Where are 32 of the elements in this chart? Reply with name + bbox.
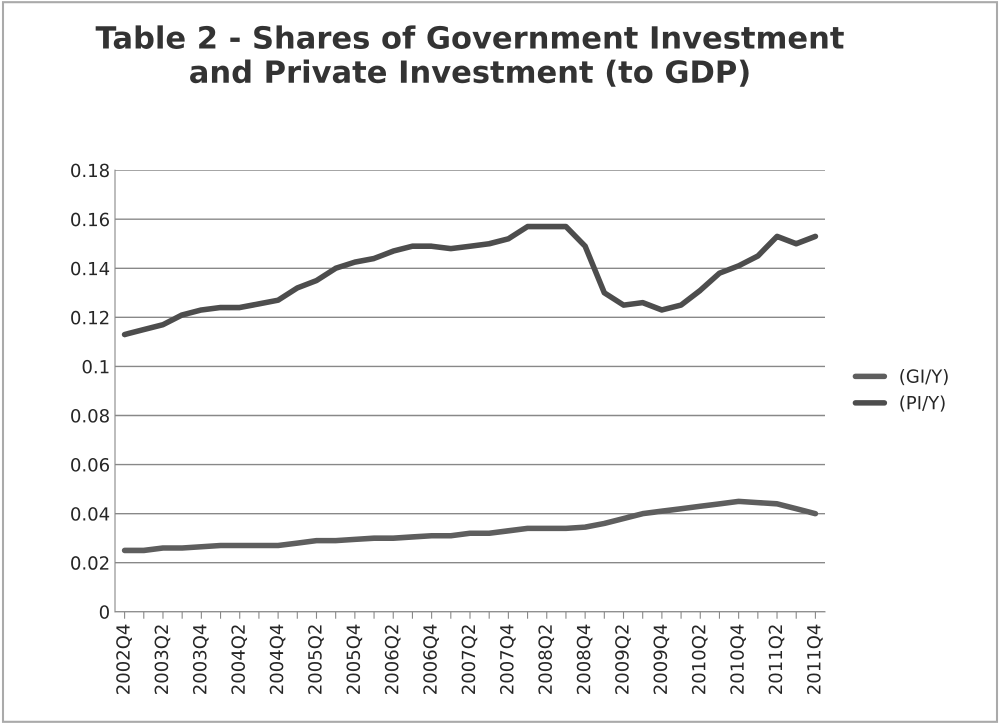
x-tick-label: 2004Q4 xyxy=(270,624,286,694)
x-tick-label: 2005Q2 xyxy=(308,625,324,694)
x-tick-label: 2010Q4 xyxy=(730,624,746,694)
legend-label: (PI/Y) xyxy=(900,395,945,412)
y-tick-label: 0.02 xyxy=(71,556,108,570)
y-tick-label: 0.08 xyxy=(71,408,109,423)
y-tick-label: 0.04 xyxy=(71,507,110,521)
y-tick-label: 0.14 xyxy=(71,262,110,276)
legend-label: (GI/Y) xyxy=(900,368,948,386)
y-tick-label: 0 xyxy=(100,605,109,619)
y-tick-label: 0.16 xyxy=(71,212,109,226)
x-tick-label: 2011Q2 xyxy=(768,625,784,694)
y-tick-label: 0.12 xyxy=(71,310,108,324)
x-tick-label: 2010Q2 xyxy=(692,625,708,694)
x-tick-label: 2003Q4 xyxy=(192,624,209,694)
x-tick-label: 2007Q2 xyxy=(462,625,478,694)
x-tick-label: 2008Q2 xyxy=(538,625,554,694)
x-tick-label: 2006Q2 xyxy=(384,625,401,694)
x-tick-label: 2009Q4 xyxy=(653,624,670,694)
x-tick-label: 2004Q2 xyxy=(231,625,248,694)
x-tick-label: 2011Q4 xyxy=(806,624,823,694)
x-tick-label: 2003Q2 xyxy=(154,625,170,694)
y-tick-label: 0.1 xyxy=(82,360,108,374)
y-tick-label: 0.18 xyxy=(71,164,109,178)
x-tick-label: 2005Q4 xyxy=(346,624,362,694)
y-tick-label: 0.06 xyxy=(71,458,109,472)
x-tick-label: 2009Q2 xyxy=(615,625,631,694)
x-tick-label: 2008Q4 xyxy=(576,624,592,694)
chart-title: Table 2 - Shares of Government Investment and Private Investment (to GDP) xyxy=(96,25,844,87)
x-tick-label: 2006Q4 xyxy=(423,624,439,694)
x-tick-label: 2002Q4 xyxy=(116,624,132,694)
x-tick-label: 2007Q4 xyxy=(500,624,516,694)
